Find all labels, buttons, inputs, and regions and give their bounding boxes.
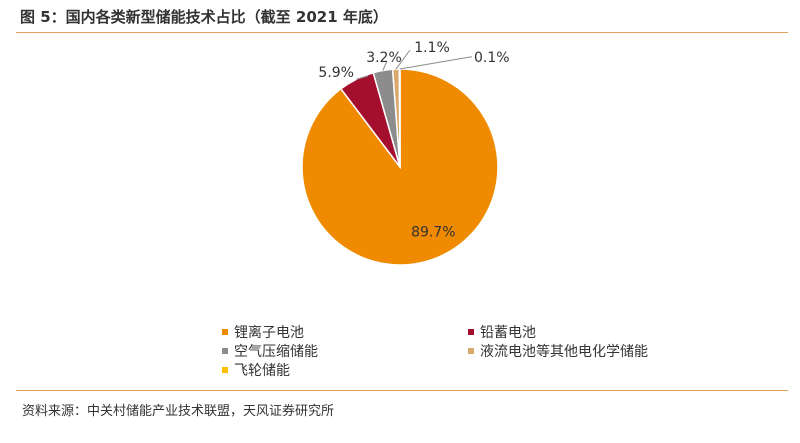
pie-chart: 89.7% 5.9% 3.2% 1.1% 0.1% — [301, 40, 510, 266]
leader-line — [395, 49, 411, 70]
bottom-divider — [16, 390, 788, 391]
legend-item: 锂离子电池 — [222, 322, 304, 342]
legend-item: 液流电池等其他电化学储能 — [468, 341, 648, 361]
legend-swatch — [222, 329, 228, 335]
legend-item: 空气压缩储能 — [222, 341, 318, 361]
data-label: 89.7% — [411, 225, 455, 241]
legend-item: 飞轮储能 — [222, 360, 290, 380]
data-label: 5.9% — [318, 65, 354, 81]
pie-slice — [398, 68, 401, 168]
data-label: 1.1% — [414, 40, 450, 56]
legend-swatch — [222, 367, 228, 373]
legend-label: 空气压缩储能 — [234, 344, 318, 360]
legend-label: 飞轮储能 — [234, 363, 290, 379]
legend-swatch — [222, 348, 228, 354]
leader-line — [382, 60, 388, 71]
legend-label: 铅蓄电池 — [480, 325, 536, 341]
data-label: 0.1% — [474, 50, 510, 66]
legend-item: 铅蓄电池 — [468, 322, 536, 342]
data-label: 3.2% — [366, 50, 402, 66]
source-note: 资料来源：中关村储能产业技术联盟，天风证券研究所 — [22, 404, 335, 419]
leader-line — [356, 75, 369, 80]
legend-swatch — [468, 329, 474, 335]
leader-line — [399, 56, 472, 70]
legend-label: 锂离子电池 — [234, 325, 304, 341]
chart-title: 图 5：国内各类新型储能技术占比（截至 2021 年底） — [20, 8, 388, 26]
legend-label: 液流电池等其他电化学储能 — [480, 344, 648, 360]
legend-swatch — [468, 348, 474, 354]
top-divider — [16, 32, 788, 33]
